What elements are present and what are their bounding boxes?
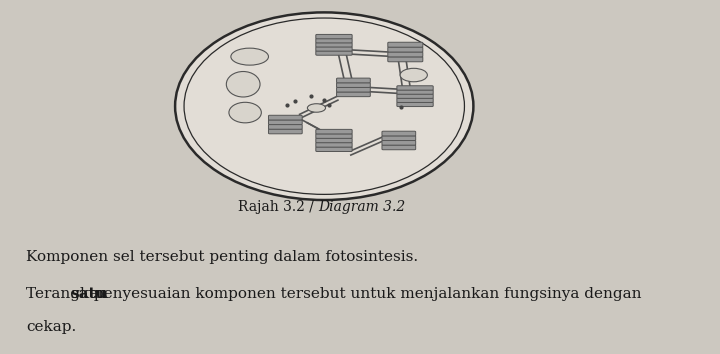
FancyBboxPatch shape	[316, 47, 352, 51]
FancyBboxPatch shape	[397, 98, 433, 102]
Ellipse shape	[175, 12, 474, 200]
FancyBboxPatch shape	[382, 131, 415, 136]
Text: penyesuaian komponen tersebut untuk menjalankan fungsinya dengan: penyesuaian komponen tersebut untuk menj…	[89, 287, 642, 301]
FancyBboxPatch shape	[388, 42, 423, 47]
Ellipse shape	[400, 68, 428, 82]
FancyBboxPatch shape	[397, 102, 433, 107]
Ellipse shape	[307, 104, 325, 112]
FancyBboxPatch shape	[388, 47, 423, 52]
Ellipse shape	[226, 72, 260, 97]
FancyBboxPatch shape	[316, 147, 352, 152]
FancyBboxPatch shape	[397, 94, 433, 98]
Text: Komponen sel tersebut penting dalam fotosintesis.: Komponen sel tersebut penting dalam foto…	[26, 250, 418, 264]
FancyBboxPatch shape	[269, 115, 302, 120]
Text: satu: satu	[70, 287, 107, 301]
FancyBboxPatch shape	[269, 129, 302, 134]
FancyBboxPatch shape	[316, 134, 352, 138]
FancyBboxPatch shape	[269, 125, 302, 129]
FancyBboxPatch shape	[336, 83, 370, 87]
FancyBboxPatch shape	[316, 138, 352, 143]
FancyBboxPatch shape	[397, 86, 433, 90]
FancyBboxPatch shape	[336, 87, 370, 92]
FancyBboxPatch shape	[316, 34, 352, 39]
FancyBboxPatch shape	[336, 92, 370, 97]
FancyBboxPatch shape	[388, 57, 423, 62]
FancyBboxPatch shape	[316, 51, 352, 55]
FancyBboxPatch shape	[316, 143, 352, 147]
FancyBboxPatch shape	[269, 120, 302, 125]
FancyBboxPatch shape	[382, 145, 415, 150]
Text: Rajah 3.2 /: Rajah 3.2 /	[238, 200, 318, 214]
Ellipse shape	[231, 48, 269, 65]
FancyBboxPatch shape	[316, 129, 352, 134]
FancyBboxPatch shape	[388, 52, 423, 57]
Ellipse shape	[229, 102, 261, 123]
FancyBboxPatch shape	[397, 90, 433, 94]
FancyBboxPatch shape	[316, 42, 352, 47]
Text: cekap.: cekap.	[26, 320, 76, 335]
Text: Diagram 3.2: Diagram 3.2	[318, 200, 405, 214]
FancyBboxPatch shape	[382, 141, 415, 145]
FancyBboxPatch shape	[382, 136, 415, 141]
FancyBboxPatch shape	[336, 78, 370, 83]
Text: Terangkan: Terangkan	[26, 287, 113, 301]
FancyBboxPatch shape	[316, 39, 352, 43]
